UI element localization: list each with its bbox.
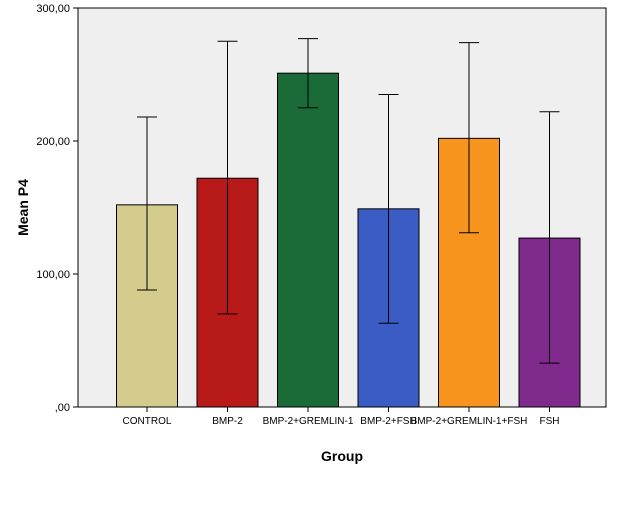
x-tick-label: BMP-2 bbox=[212, 416, 243, 427]
x-tick-label: BMP-2+GREMLIN-1+FSH bbox=[411, 416, 528, 427]
y-tick-label: 300,00 bbox=[36, 3, 70, 15]
error-bars bbox=[137, 38, 560, 364]
x-tick-label: FSH bbox=[540, 416, 560, 427]
y-tick-label: ,00 bbox=[55, 402, 70, 414]
x-tick-label: BMP-2+GREMLIN-1 bbox=[263, 416, 354, 427]
x-tick-label: CONTROL bbox=[123, 416, 172, 427]
x-axis: CONTROL BMP-2 BMP-2+GREMLIN-1 BMP-2+FSHBMP-… bbox=[123, 407, 560, 427]
y-tick-label: 200,00 bbox=[36, 136, 70, 148]
bar bbox=[277, 72, 339, 408]
x-tick-label: BMP-2+FSH bbox=[360, 416, 416, 427]
y-axis-title: Mean P4 bbox=[15, 179, 31, 236]
x-axis-title: Group bbox=[321, 448, 363, 464]
y-tick-label: 100,00 bbox=[36, 269, 70, 281]
y-axis: ,00 100,00 200,00 300,00 bbox=[36, 3, 78, 414]
